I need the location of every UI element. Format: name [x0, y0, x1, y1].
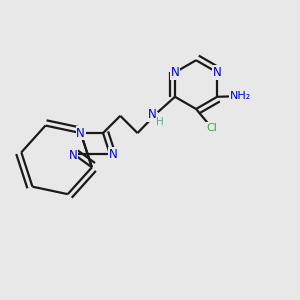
Text: N: N — [69, 149, 77, 162]
Text: NH₂: NH₂ — [230, 91, 251, 101]
Text: Cl: Cl — [206, 123, 217, 133]
Text: N: N — [76, 127, 85, 140]
Text: H: H — [156, 117, 164, 127]
Text: N: N — [213, 66, 222, 79]
Text: N: N — [148, 108, 157, 121]
Text: N: N — [171, 66, 179, 79]
Text: N: N — [109, 148, 118, 161]
